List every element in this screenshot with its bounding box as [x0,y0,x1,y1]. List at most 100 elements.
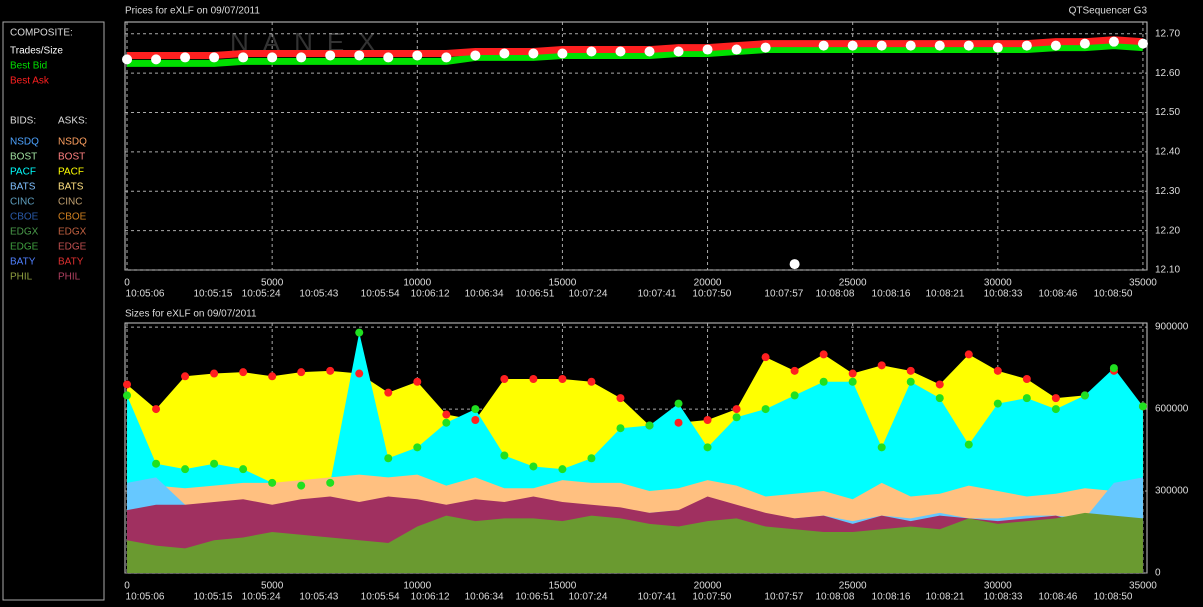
trade-dot [122,54,133,65]
y-tick-label: 12.40 [1155,147,1180,158]
x-tick-label: 5000 [261,278,284,289]
trade-dot [499,48,510,59]
bid-legend-entry: EDGX [10,227,39,238]
trade-dot [180,52,191,63]
ask-legend-entry: EDGE [58,242,87,253]
y-tick-label: 12.20 [1155,225,1180,236]
size-marker [674,399,683,408]
y-tick-label: 12.50 [1155,107,1180,118]
size-marker [471,405,480,414]
trade-dot [876,40,887,51]
size-marker [558,465,567,474]
time-tick-label: 10:08:46 [1038,592,1077,603]
size-marker [123,391,132,400]
size-marker [500,451,509,460]
trade-dot [702,44,713,55]
time-tick-label: 10:05:43 [299,289,338,300]
size-marker [616,394,625,403]
size-marker [935,380,944,389]
size-marker [935,394,944,403]
time-tick-label: 10:06:34 [465,592,504,603]
legend-panel [2,21,105,601]
size-marker [384,388,393,397]
trade-dot [209,52,220,63]
size-marker [268,478,277,487]
size-marker [993,399,1002,408]
bid-legend-entry: NSDQ [10,137,39,148]
size-marker [761,353,770,362]
x-tick-label: 20000 [694,278,722,289]
y-tick-label: 12.60 [1155,68,1180,79]
size-marker [1109,364,1118,373]
x-tick-label: 15000 [549,278,577,289]
price-line [127,42,1144,67]
x-tick-label: 25000 [839,581,867,592]
time-tick-label: 10:08:50 [1094,289,1133,300]
ask-legend-entry: EDGX [58,227,87,238]
size-marker [268,372,277,381]
trade-dot [412,50,423,61]
time-tick-label: 10:05:24 [242,289,281,300]
size-marker [964,440,973,449]
size-marker [123,380,132,389]
time-tick-label: 10:06:51 [515,592,554,603]
time-tick-label: 10:05:54 [361,592,400,603]
size-marker [413,443,422,452]
bid-legend-entry: PHIL [10,272,33,283]
size-marker [1022,394,1031,403]
size-marker [442,418,451,427]
trade-dot [1021,40,1032,51]
trade-dot [1079,38,1090,49]
size-marker [674,418,683,427]
trade-dot [818,40,829,51]
trade-dot [1137,38,1148,49]
time-tick-label: 10:05:43 [299,592,338,603]
trade-dot [934,40,945,51]
time-tick-label: 10:07:41 [638,289,677,300]
x-tick-label: 25000 [839,278,867,289]
trade-dot [383,52,394,63]
x-tick-label: 5000 [261,581,284,592]
size-marker [384,454,393,463]
asks-header: ASKS: [58,116,87,127]
size-marker [326,478,335,487]
y-tick-label: 600000 [1155,404,1189,415]
time-tick-label: 10:08:16 [872,592,911,603]
trade-dot [731,44,742,55]
legend-entry: Trades/Size [10,46,63,57]
size-marker [529,462,538,471]
y-tick-label: 12.30 [1155,186,1180,197]
size-marker [1051,405,1060,414]
size-marker [152,405,161,414]
time-tick-label: 10:08:08 [816,289,855,300]
bids-header: BIDS: [10,116,36,127]
y-tick-label: 12.70 [1155,28,1180,39]
size-marker [906,366,915,375]
size-marker [761,405,770,414]
size-marker [558,375,567,384]
size-marker [355,328,364,337]
size-marker [297,481,306,490]
legend-entry: Best Ask [10,76,50,87]
size-marker [1080,391,1089,400]
trade-dot [644,46,655,57]
time-tick-label: 10:05:54 [361,289,400,300]
bid-legend-entry: CINC [10,197,34,208]
x-tick-label: 35000 [1129,278,1157,289]
time-tick-label: 10:05:06 [126,289,165,300]
trade-dot [151,54,162,65]
size-marker [1051,394,1060,403]
size-marker [1138,402,1147,411]
ask-legend-entry: BATY [58,257,84,268]
size-marker [210,459,219,468]
size-marker [877,361,886,370]
ask-legend-entry: PHIL [58,272,81,283]
size-marker [906,377,915,386]
size-marker [616,424,625,433]
time-tick-label: 10:06:12 [411,592,450,603]
trade-dot [760,42,771,53]
trade-dot [267,52,278,63]
trade-dot [1050,40,1061,51]
